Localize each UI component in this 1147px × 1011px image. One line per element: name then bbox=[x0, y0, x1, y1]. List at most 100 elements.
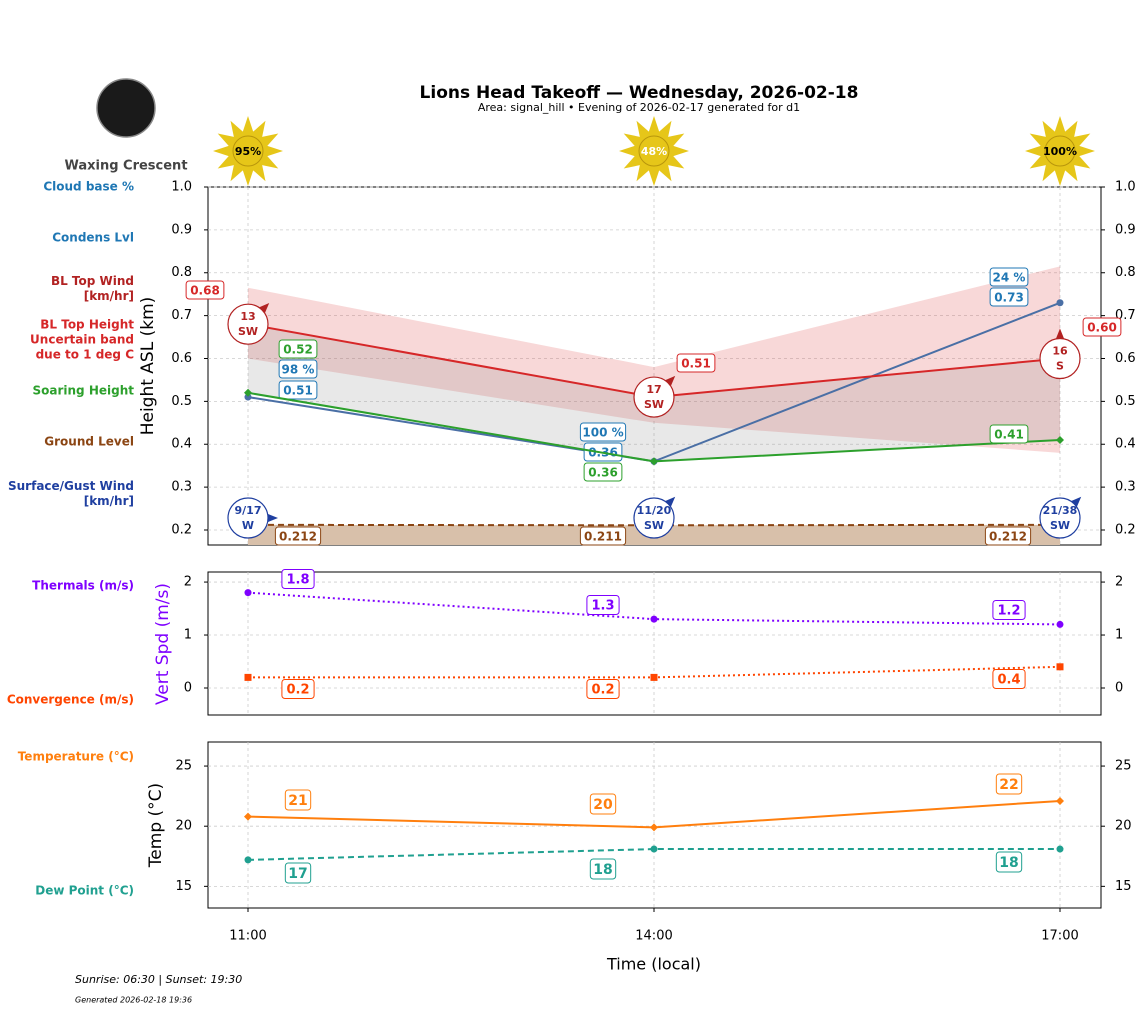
y-tick-label: 0.6 bbox=[1115, 351, 1136, 366]
point bbox=[1056, 796, 1064, 805]
y-tick-label: 1 bbox=[184, 628, 192, 643]
value-label: 0.2 bbox=[286, 683, 309, 698]
wind-direction: SW bbox=[644, 519, 664, 532]
point bbox=[1056, 299, 1064, 307]
series-label: Condens Lvl bbox=[52, 230, 134, 245]
wind-arrow bbox=[259, 302, 270, 313]
wind-speed: 9/17 bbox=[235, 504, 262, 517]
value-label-box bbox=[589, 858, 617, 880]
value-label: 24 % bbox=[993, 271, 1026, 285]
wind-direction: W bbox=[242, 519, 254, 532]
value-label-box bbox=[278, 339, 318, 359]
point bbox=[650, 457, 658, 466]
sun-label: 100% bbox=[1043, 145, 1077, 158]
value-label-box bbox=[278, 359, 318, 379]
moon-icon bbox=[96, 78, 156, 138]
sun-icon bbox=[232, 135, 264, 167]
value-label: 17 bbox=[288, 866, 307, 882]
y-tick-label: 0.8 bbox=[171, 265, 192, 280]
value-label-box bbox=[589, 793, 617, 815]
value-label-box bbox=[579, 422, 627, 442]
series-label: Dew Point (°C) bbox=[35, 883, 134, 898]
value-label-box bbox=[984, 526, 1032, 546]
point bbox=[244, 856, 252, 864]
series-label: Cloud base % bbox=[43, 179, 134, 194]
value-label: 0.52 bbox=[283, 343, 313, 357]
series-label: BL Top Wind [km/hr] bbox=[50, 274, 134, 303]
point bbox=[244, 812, 252, 821]
wind-speed: 11/20 bbox=[637, 504, 672, 517]
value-label-box bbox=[284, 789, 312, 811]
value-label-box bbox=[583, 462, 623, 482]
wind-circle bbox=[633, 497, 675, 539]
value-label: 22 bbox=[999, 777, 1018, 793]
wind-direction: SW bbox=[644, 398, 664, 411]
wind-arrow bbox=[665, 496, 676, 507]
y-tick-label: 0.9 bbox=[171, 222, 192, 237]
x-tick-label: 17:00 bbox=[1041, 929, 1078, 944]
wind-arrow bbox=[268, 514, 278, 522]
value-label-box bbox=[992, 669, 1026, 689]
y-tick-label: 25 bbox=[1115, 759, 1132, 774]
generated: Generated 2026-02-18 19:36 bbox=[75, 996, 192, 1005]
y-tick-label: 1.0 bbox=[1115, 180, 1136, 195]
y-tick-label: 15 bbox=[175, 879, 192, 894]
y-tick-label: 0.4 bbox=[1115, 437, 1136, 452]
wind-speed: 21/38 bbox=[1043, 504, 1078, 517]
value-label-box bbox=[995, 773, 1023, 795]
moon-phase: Waxing Crescent bbox=[64, 159, 187, 174]
value-label-box bbox=[284, 862, 312, 884]
value-label-box bbox=[1082, 317, 1122, 337]
point bbox=[1056, 620, 1064, 628]
value-label: 0.68 bbox=[190, 284, 220, 298]
series-label: Thermals (m/s) bbox=[32, 578, 134, 593]
wind-speed: 17 bbox=[646, 383, 661, 396]
value-label-box bbox=[281, 569, 315, 589]
x-tick-label: 11:00 bbox=[229, 929, 266, 944]
series-label: Convergence (m/s) bbox=[6, 692, 134, 707]
series-label: Ground Level bbox=[44, 434, 134, 449]
y-tick-label: 0.5 bbox=[171, 394, 192, 409]
subtitle: Area: signal_hill • Evening of 2026-02-1… bbox=[478, 101, 800, 114]
x-axis-label: Time (local) bbox=[606, 955, 701, 974]
value-label-box bbox=[586, 595, 620, 615]
point bbox=[1056, 663, 1064, 671]
y-tick-label: 1.0 bbox=[171, 180, 192, 195]
point bbox=[650, 845, 658, 853]
value-label: 98 % bbox=[282, 363, 315, 377]
wind-direction: S bbox=[1056, 359, 1064, 372]
y-tick-label: 0.2 bbox=[171, 522, 192, 537]
y-axis-label: Height ASL (km) bbox=[138, 297, 158, 436]
value-label-box bbox=[989, 267, 1029, 287]
y-tick-label: 0.8 bbox=[1115, 265, 1136, 280]
uncertainty-band bbox=[248, 266, 1060, 453]
y-tick-label: 2 bbox=[184, 575, 192, 590]
wind-arrow bbox=[665, 375, 676, 386]
wind-circle bbox=[227, 303, 269, 345]
value-label: 100 % bbox=[582, 426, 623, 440]
point bbox=[650, 673, 658, 681]
wind-circle bbox=[1039, 337, 1081, 380]
value-label-box bbox=[989, 424, 1029, 444]
value-label: 0.36 bbox=[588, 466, 618, 480]
y-tick-label: 1 bbox=[1115, 628, 1123, 643]
value-label: 1.3 bbox=[591, 599, 614, 614]
wind-arrow bbox=[1056, 328, 1064, 339]
value-label: 0.212 bbox=[279, 530, 317, 544]
value-label: 0.60 bbox=[1087, 321, 1117, 335]
value-label-box bbox=[989, 287, 1029, 307]
plot-frame bbox=[207, 571, 1102, 716]
series-label: Soaring Height bbox=[32, 383, 135, 398]
value-label: 0.212 bbox=[989, 530, 1027, 544]
value-label-box bbox=[278, 380, 318, 400]
value-label-box bbox=[676, 353, 716, 373]
y-tick-label: 0.5 bbox=[1115, 394, 1136, 409]
value-label: 0.41 bbox=[994, 428, 1024, 442]
wind-speed: 16 bbox=[1052, 344, 1068, 357]
wind-circle bbox=[1039, 497, 1081, 539]
value-label: 0.51 bbox=[681, 357, 711, 371]
title: Lions Head Takeoff — Wednesday, 2026-02-… bbox=[420, 83, 859, 103]
y-axis-label: Vert Spd (m/s) bbox=[153, 583, 173, 705]
